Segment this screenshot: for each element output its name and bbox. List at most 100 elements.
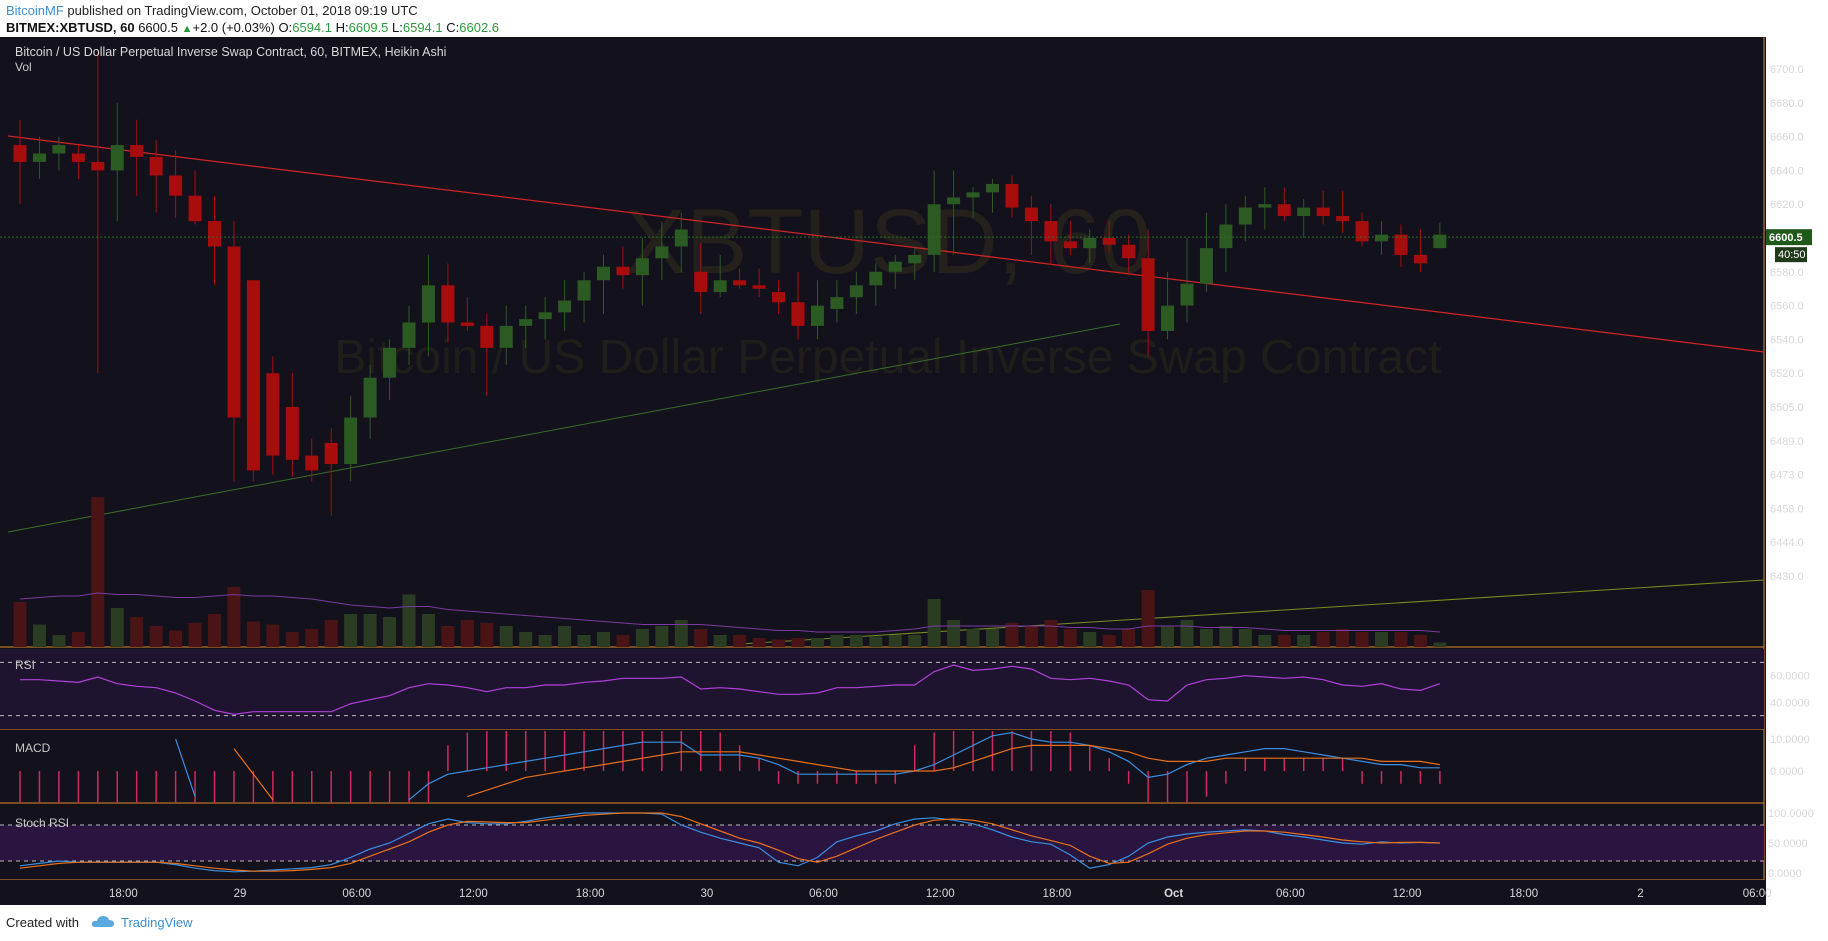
volume-bar bbox=[888, 635, 902, 647]
volume-bar bbox=[713, 635, 727, 647]
volume-bar bbox=[908, 635, 922, 647]
candle-body bbox=[499, 325, 513, 348]
candle-body bbox=[694, 271, 708, 293]
candle-body bbox=[52, 145, 66, 154]
rsi-line bbox=[20, 664, 1441, 715]
candle-body bbox=[927, 204, 941, 255]
time-axis[interactable]: 18:00 29 06:00 12:00 18:00 30 06:00 12:00 18:00 O… bbox=[0, 880, 1772, 905]
candle-body bbox=[13, 145, 27, 162]
volume-bar bbox=[1433, 642, 1447, 647]
candle-body bbox=[849, 285, 863, 298]
volume-bar bbox=[71, 632, 85, 647]
cloud-icon[interactable] bbox=[91, 914, 115, 931]
candle-body bbox=[1238, 207, 1252, 225]
candle-body bbox=[538, 312, 552, 320]
volume-bar bbox=[110, 608, 124, 647]
volume-bar bbox=[1102, 635, 1116, 647]
rsi-tick-label: 40.0000 bbox=[1770, 697, 1810, 709]
candle-body bbox=[71, 153, 85, 162]
candle-body bbox=[1336, 216, 1350, 222]
author-link[interactable]: BitcoinMF bbox=[6, 3, 64, 18]
volume-bar bbox=[421, 614, 435, 647]
candle-body bbox=[324, 442, 338, 465]
candle-body bbox=[149, 156, 163, 176]
macd-tick-label: 10.0000 bbox=[1770, 734, 1810, 746]
time-tick-label: 06:00 bbox=[1276, 888, 1305, 900]
candle-body bbox=[558, 300, 572, 313]
volume-bar bbox=[324, 620, 338, 647]
candle-body bbox=[1277, 204, 1291, 217]
watermark-name: Bitcoin / US Dollar Perpetual Inverse Sw… bbox=[334, 331, 1441, 384]
macd-label: MACD bbox=[15, 741, 51, 755]
price-tick-label: 6444.0 bbox=[1770, 537, 1804, 549]
stoch-rsi-panel bbox=[0, 812, 1764, 873]
time-tick-label: 12:00 bbox=[1393, 888, 1422, 900]
chart-canvas[interactable]: XBTUSD, 60 Bitcoin / US Dollar Perpetual… bbox=[0, 37, 1828, 909]
candle-body bbox=[1258, 204, 1272, 208]
candle-body bbox=[869, 271, 883, 286]
candle-body bbox=[830, 297, 844, 309]
time-tick-label: 2 bbox=[1637, 888, 1643, 900]
candle-body bbox=[130, 145, 144, 157]
high-value: 6609.5 bbox=[348, 20, 389, 35]
candle-body bbox=[577, 280, 591, 301]
volume-bar bbox=[1005, 623, 1019, 647]
volume-bar bbox=[597, 632, 610, 647]
publish-line: BitcoinMF published on TradingView.com, … bbox=[6, 3, 418, 18]
trendline-support bbox=[739, 579, 1765, 645]
trend-lines bbox=[7, 135, 1765, 645]
candle-body bbox=[655, 246, 669, 259]
volume-bar bbox=[1336, 629, 1350, 647]
countdown-label: 40:50 bbox=[1778, 249, 1806, 261]
time-tick-label: 18:00 bbox=[1509, 888, 1538, 900]
watermark: XBTUSD, 60 Bitcoin / US Dollar Perpetual… bbox=[334, 191, 1441, 384]
volume-bar bbox=[694, 629, 708, 647]
candle-body bbox=[1199, 248, 1213, 284]
stoch-tick-label: 50.0000 bbox=[1768, 838, 1808, 850]
candle-body bbox=[1433, 234, 1447, 249]
volume-bar bbox=[1180, 620, 1194, 647]
watermark-symbol: XBTUSD, 60 bbox=[625, 191, 1152, 293]
candle-body bbox=[1122, 244, 1136, 259]
trendline-down bbox=[7, 135, 1765, 353]
volume-bar bbox=[32, 624, 46, 647]
volume-bar bbox=[558, 626, 572, 647]
candle-body bbox=[266, 373, 280, 456]
last-price: 6600.5 bbox=[138, 20, 178, 35]
chart-background bbox=[0, 37, 1766, 880]
right-margin bbox=[1766, 37, 1828, 905]
volume-bar bbox=[1355, 632, 1369, 647]
volume-bar bbox=[830, 635, 844, 647]
price-axis[interactable]: 6700.06680.06660.06640.06620.06600.06580… bbox=[1766, 64, 1814, 880]
volume-bar bbox=[577, 635, 591, 647]
volume-bar bbox=[849, 635, 863, 647]
volume-bar bbox=[927, 599, 941, 647]
time-axis-background bbox=[0, 880, 1766, 905]
stoch-rsi-label: Stoch RSI bbox=[15, 816, 69, 830]
candle-body bbox=[32, 153, 46, 162]
volume-bar bbox=[655, 626, 669, 647]
candle-body bbox=[460, 322, 474, 326]
rsi-panel bbox=[0, 649, 1764, 729]
volume-bar bbox=[1141, 590, 1155, 647]
candle-body bbox=[908, 254, 922, 264]
candle-body bbox=[888, 261, 902, 272]
candle-body bbox=[208, 221, 221, 247]
candle-body bbox=[188, 195, 202, 222]
footer: Created with TradingView bbox=[6, 914, 193, 931]
price-tick-label: 6660.0 bbox=[1770, 132, 1804, 144]
candle-body bbox=[752, 285, 766, 289]
candle-body bbox=[810, 305, 824, 326]
volume-bar bbox=[1161, 626, 1175, 647]
volume-bar bbox=[1394, 632, 1408, 647]
countdown-tag bbox=[1775, 247, 1807, 263]
volume-bar bbox=[285, 632, 299, 647]
tradingview-link[interactable]: TradingView bbox=[120, 915, 193, 930]
candle-body bbox=[1355, 221, 1369, 242]
volume-bar bbox=[208, 614, 221, 647]
price-tick-label: 6680.0 bbox=[1770, 98, 1804, 110]
volume-bar bbox=[616, 635, 630, 647]
candle-body bbox=[344, 417, 358, 465]
candle-body bbox=[1297, 207, 1311, 217]
time-tick-label: Oct bbox=[1164, 888, 1183, 900]
